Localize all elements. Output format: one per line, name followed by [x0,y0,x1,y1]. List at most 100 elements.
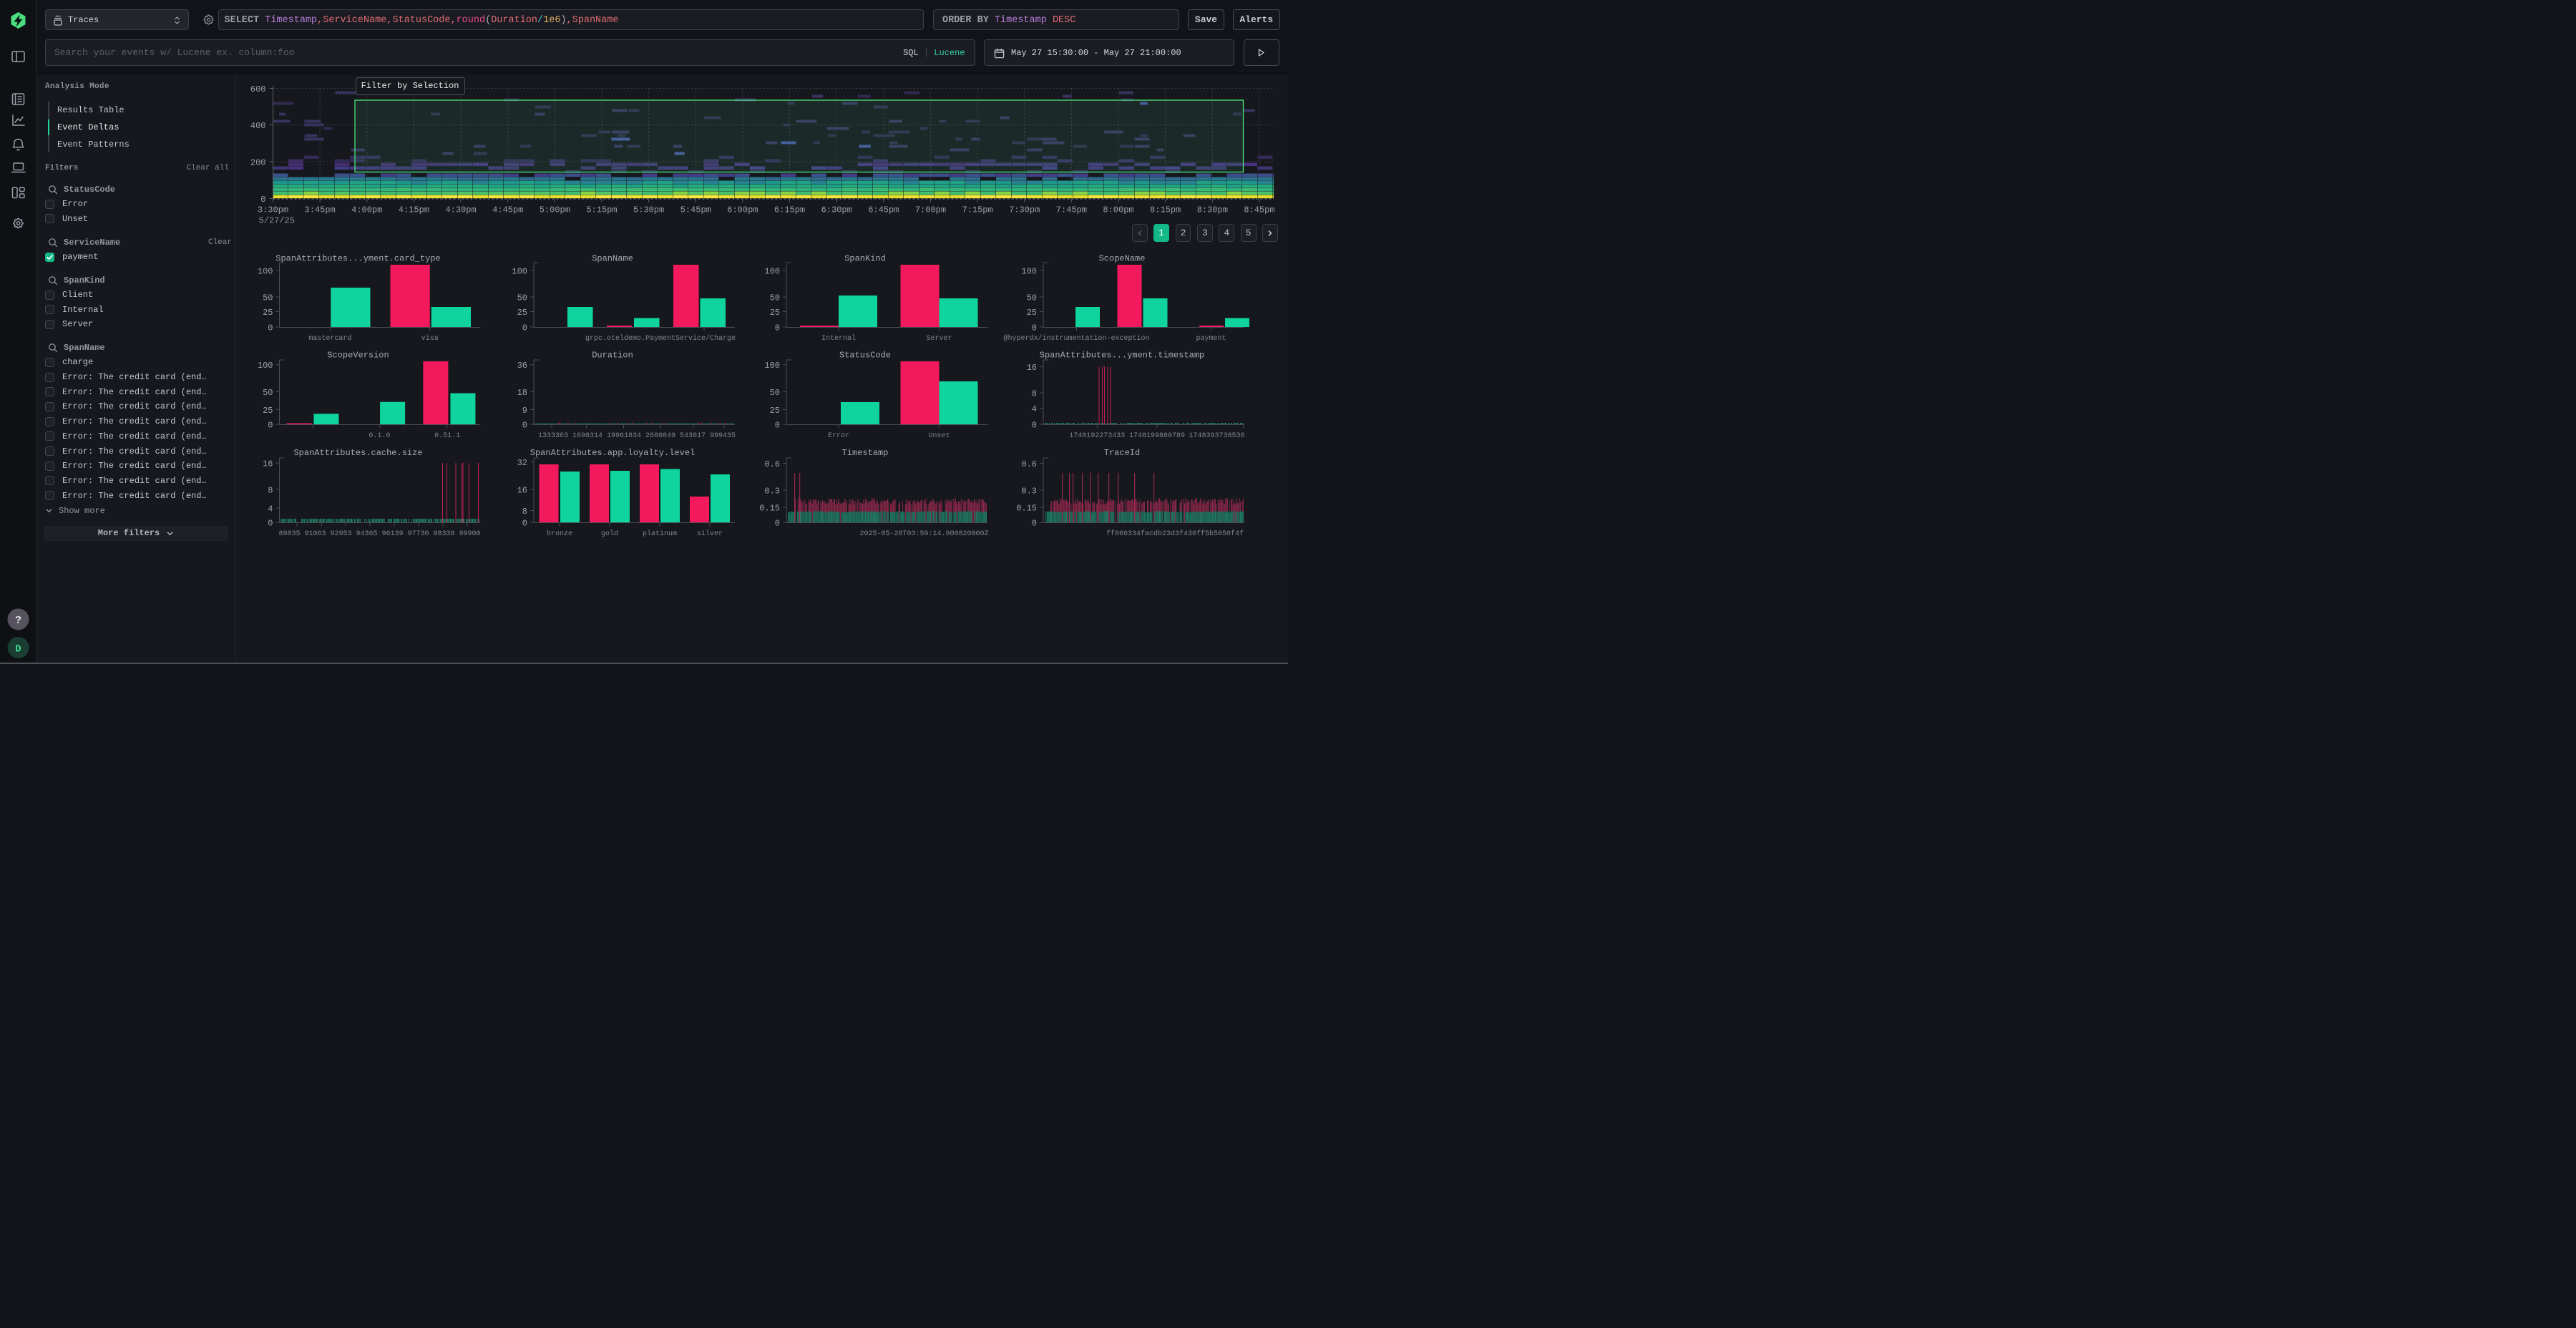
svg-text:0: 0 [268,323,273,333]
svg-text:SpanAttributes.cache.size: SpanAttributes.cache.size [293,448,422,458]
svg-text:0: 0 [268,519,273,529]
svg-text:0: 0 [1032,519,1037,529]
svg-text:7:45pm: 7:45pm [1056,205,1087,215]
svg-text:0: 0 [1032,323,1037,333]
svg-text:4:15pm: 4:15pm [399,205,429,215]
svg-text:4:00pm: 4:00pm [351,205,382,215]
svg-text:9: 9 [522,406,527,416]
svg-text:6:00pm: 6:00pm [727,205,758,215]
svg-text:0.3: 0.3 [764,487,780,497]
svg-text:Internal: Internal [821,334,856,343]
svg-text:6:30pm: 6:30pm [821,205,852,215]
svg-text:4: 4 [268,504,273,514]
svg-text:25: 25 [770,308,780,318]
svg-text:16: 16 [1027,363,1037,373]
svg-text:0.15: 0.15 [759,504,780,514]
svg-text:0.6: 0.6 [764,459,780,469]
svg-text:25: 25 [1027,308,1037,318]
svg-text:SpanAttributes...yment.timesta: SpanAttributes...yment.timestamp [1040,351,1204,361]
svg-text:?: ? [15,614,21,626]
svg-text:0.6: 0.6 [1021,459,1037,469]
svg-text:ff860334facdb23d3f430ff5b5050f: ff860334facdb23d3f430ff5b5050f4f [1106,529,1244,538]
svg-text:8:30pm: 8:30pm [1197,205,1228,215]
svg-text:36: 36 [517,361,527,371]
svg-text:100: 100 [764,267,780,277]
svg-text:100: 100 [258,361,273,371]
svg-text:100: 100 [764,361,780,371]
svg-text:5:45pm: 5:45pm [680,205,711,215]
svg-text:25: 25 [517,308,527,318]
svg-text:0: 0 [260,195,265,205]
svg-text:5/27/25: 5/27/25 [259,216,295,226]
svg-text:mastercard: mastercard [308,334,351,343]
svg-text:Timestamp: Timestamp [842,448,889,458]
svg-text:50: 50 [263,293,273,303]
svg-text:0.3: 0.3 [1021,487,1037,497]
svg-text:4:30pm: 4:30pm [445,205,476,215]
svg-text:8:00pm: 8:00pm [1103,205,1133,215]
svg-text:4:45pm: 4:45pm [492,205,523,215]
svg-text:100: 100 [1021,267,1037,277]
svg-text:3:30pm: 3:30pm [258,205,288,215]
svg-text:6:15pm: 6:15pm [774,205,805,215]
svg-text:7:30pm: 7:30pm [1009,205,1040,215]
svg-text:0.15: 0.15 [1016,504,1037,514]
svg-text:3:45pm: 3:45pm [305,205,336,215]
svg-text:0.1.0: 0.1.0 [369,432,390,440]
svg-text:silver: silver [697,529,723,538]
svg-text:0: 0 [775,323,780,333]
svg-text:50: 50 [517,293,527,303]
svg-text:100: 100 [512,267,527,277]
svg-text:5:15pm: 5:15pm [586,205,617,215]
svg-text:ScopeVersion: ScopeVersion [327,351,389,361]
svg-text:grpc.oteldemo.PaymentService/C: grpc.oteldemo.PaymentService/Charge [585,334,736,343]
svg-text:1748393738536: 1748393738536 [1189,432,1244,440]
svg-text:visa: visa [421,334,439,343]
svg-text:600: 600 [250,84,266,94]
svg-text:0: 0 [522,323,527,333]
svg-text:8:45pm: 8:45pm [1244,205,1274,215]
svg-text:ScopeName: ScopeName [1099,254,1146,264]
svg-text:16: 16 [263,459,273,469]
svg-text:0: 0 [522,519,527,529]
svg-text:TraceId: TraceId [1104,448,1140,458]
svg-text:StatusCode: StatusCode [839,351,891,361]
svg-text:7:15pm: 7:15pm [962,205,992,215]
svg-text:0: 0 [775,519,780,529]
svg-text:SpanAttributes.app.loyalty.lev: SpanAttributes.app.loyalty.level [530,448,695,458]
svg-text:0.51.1: 0.51.1 [434,432,460,440]
svg-text:6:45pm: 6:45pm [868,205,899,215]
svg-text:200: 200 [250,158,266,168]
svg-text:bronze: bronze [547,529,572,538]
svg-text:SpanKind: SpanKind [844,254,886,264]
svg-text:1748192273433: 1748192273433 [1069,432,1125,440]
svg-text:50: 50 [263,388,273,398]
svg-text:Unset: Unset [928,432,950,440]
svg-text:100: 100 [258,267,273,277]
svg-text:8: 8 [522,507,527,517]
svg-text:Duration: Duration [592,351,633,361]
svg-text:2025-05-28T03:59:14.900820000Z: 2025-05-28T03:59:14.900820000Z [859,530,988,538]
svg-text:16: 16 [517,486,527,496]
svg-text:0: 0 [775,421,780,431]
svg-text:@hyperdx/instrumentation-excep: @hyperdx/instrumentation-exception [1003,334,1149,343]
svg-text:Server: Server [926,335,952,343]
svg-text:SpanName: SpanName [592,254,633,264]
svg-text:Error: Error [828,432,849,440]
svg-text:SpanAttributes...yment.card_ty: SpanAttributes...yment.card_type [275,254,440,264]
svg-text:0: 0 [1032,421,1037,431]
svg-text:32: 32 [517,458,527,468]
svg-text:1748199880789: 1748199880789 [1129,432,1185,440]
svg-text:D: D [15,644,21,655]
svg-text:gold: gold [601,529,618,538]
svg-text:payment: payment [1196,335,1226,343]
svg-text:50: 50 [770,293,780,303]
svg-text:8: 8 [1032,389,1037,399]
svg-text:0: 0 [268,421,273,431]
svg-text:50: 50 [770,388,780,398]
svg-text:50: 50 [1027,293,1037,303]
svg-text:5:30pm: 5:30pm [633,205,664,215]
svg-text:1333363 1698314 19961834 26008: 1333363 1698314 19961834 2600849 543017 … [538,432,736,440]
svg-text:25: 25 [263,308,273,318]
svg-text:7:00pm: 7:00pm [915,205,946,215]
